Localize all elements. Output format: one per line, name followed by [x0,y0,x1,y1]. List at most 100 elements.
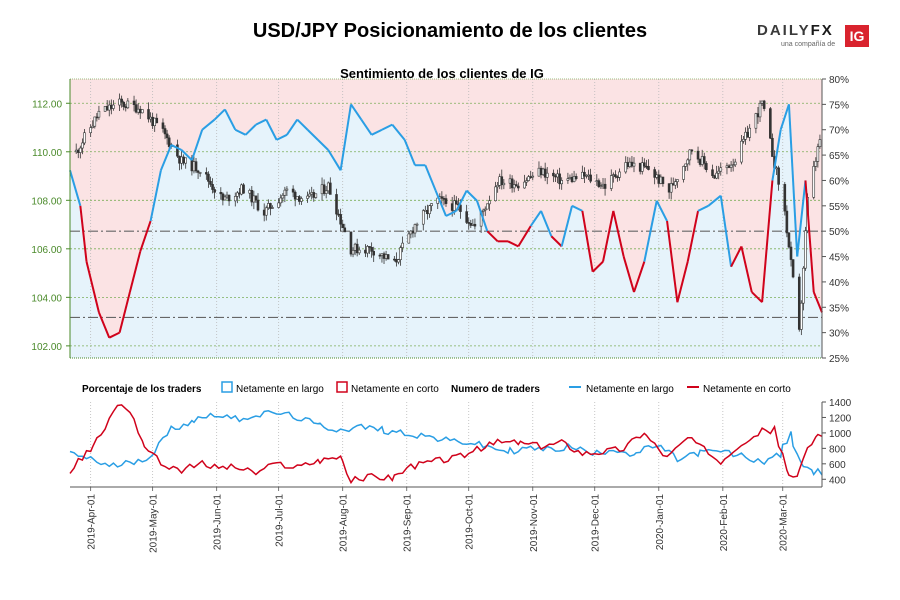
sentiment-line-segment [779,104,790,131]
candle-body [566,178,570,181]
sentiment-line-segment [507,240,519,248]
candle-body [223,196,227,201]
sentiment-line-segment [560,205,573,247]
sentiment-line-segment [486,230,499,243]
candle-body [122,101,126,107]
sentiment-line-segment [327,149,342,171]
candle-body [816,146,820,162]
candle-body [731,164,735,167]
candle-body [471,223,475,226]
candle-body [384,254,388,259]
candle-body [775,167,778,170]
candle-body [105,106,109,111]
x-tick-label: 2019-Nov-01 [529,494,540,552]
sentiment-line-segment [686,210,700,262]
candle-body [335,194,338,215]
candle-body [638,162,642,172]
sentiment-line-segment [730,245,743,268]
candle-body [452,200,456,211]
candle-body [719,167,723,172]
candle-body [368,246,371,248]
candle-body [632,162,636,167]
candle-body [455,200,458,205]
candle-body [349,231,353,255]
x-tick-label: 2020-Mar-01 [779,494,790,552]
candle-body [411,230,415,234]
x-tick-label: 2019-Jul-01 [275,494,286,547]
sentiment-line-segment [339,104,352,171]
candle-body [465,211,468,223]
sentiment-line-segment [751,291,763,303]
candle-body [264,207,268,216]
candle-body [407,233,411,244]
candle-body [279,197,283,204]
candle-body [79,147,82,153]
sentiment-line-segment [159,144,173,171]
candle-body [293,191,297,200]
candle-body [97,110,101,118]
candle-body [91,125,95,128]
candle-body [777,167,780,185]
candle-body [554,175,557,178]
candle-body [769,108,772,139]
candle-body [397,259,400,263]
candle-body [558,173,561,185]
candle-body [552,172,555,177]
sentiment-line-segment [455,190,468,212]
x-tick-label: 2020-Jan-01 [655,494,666,551]
candle-body [207,173,210,182]
sentiment-line-segment [224,108,237,131]
sentiment-line-segment [244,123,257,136]
left-tick-label: 108.00 [31,196,62,207]
candle-body [570,176,574,182]
candle-body [527,176,530,181]
candle-body [380,253,384,256]
candle-body [76,149,80,153]
sentiment-line-segment [612,210,625,257]
sentiment-line-segment [317,139,329,151]
sentiment-line-segment [403,139,416,166]
candle-body [267,203,270,209]
candle-body [364,249,367,254]
candle-body [785,210,789,234]
candle-body [657,174,661,184]
candle-body [599,185,603,188]
candle-body [110,104,113,109]
sentiment-line-segment [434,190,447,217]
candle-body [748,127,751,138]
x-tick-label: 2019-Dec-01 [591,494,602,552]
sentiment-line-segment [180,149,193,161]
left-tick-label: 112.00 [32,99,62,110]
candle-body [147,109,150,120]
candle-body [107,104,111,111]
candle-body [74,149,78,153]
right-tick-label: 55% [829,202,849,213]
sentiment-line-segment [97,311,111,339]
candle-body [510,178,514,189]
candle-body [132,100,136,105]
candle-body [676,179,679,182]
candle-body [112,104,115,109]
candle-body [560,180,563,185]
candle-body [500,176,504,186]
candle-body [762,100,766,109]
candle-body [711,169,714,177]
candle-body [742,138,745,142]
candle-body [612,174,615,176]
candle-body [508,178,512,184]
candle-body [240,184,243,195]
x-tick-label: 2020-Feb-01 [719,494,730,552]
candle-body [804,230,807,269]
x-tick-label: 2019-Sep-01 [403,494,414,552]
sentiment-line-segment [255,118,267,126]
candle-body [444,198,448,204]
brand-tagline: una compañía de [781,41,836,48]
candle-body [725,165,729,169]
candle-body [277,202,280,208]
sentiment-line-segment [571,204,583,212]
right-tick-label: 80% [829,75,849,86]
legend-pct-short-label: Netamente en corto [351,384,439,395]
candle-body [382,253,386,259]
candle-body [661,176,665,184]
